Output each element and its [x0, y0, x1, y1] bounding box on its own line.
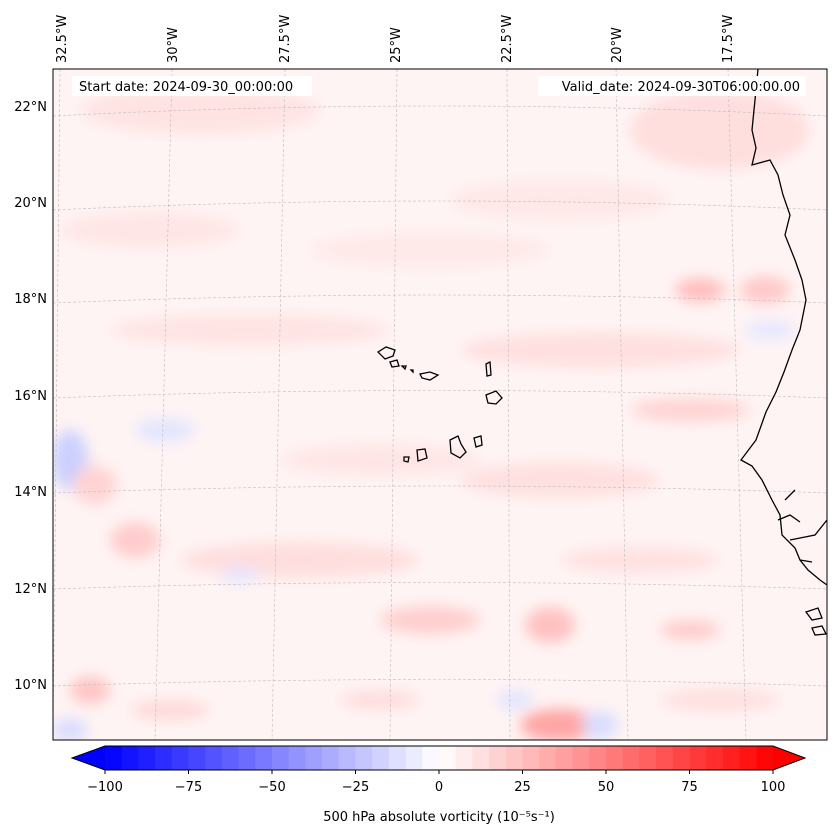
- colorbar-swatch: [405, 746, 423, 770]
- colorbar-swatch: [422, 746, 440, 770]
- colorbar-swatches: [105, 746, 774, 770]
- lat-label-10n: 10°N: [14, 678, 47, 693]
- colorbar-swatch: [221, 746, 239, 770]
- colorbar-swatch: [338, 746, 356, 770]
- colorbar-swatch: [439, 746, 457, 770]
- map-panel: Start date: 2024-09-30_00:00:00 Valid_da…: [53, 69, 827, 740]
- lon-label-22-5w: 22.5°W: [500, 15, 515, 63]
- colorbar-swatch: [706, 746, 724, 770]
- valid-date-label: Valid_date: 2024-09-30T06:00:00.00: [562, 80, 800, 95]
- colorbar-swatch: [539, 746, 557, 770]
- colorbar-swatch: [255, 746, 273, 770]
- colorbar-swatch: [555, 746, 573, 770]
- colorbar-swatch: [505, 746, 523, 770]
- graticule: [53, 69, 827, 740]
- start-date-label: Start date: 2024-09-30_00:00:00: [79, 80, 293, 95]
- valid-date-annotation: Valid_date: 2024-09-30T06:00:00.00: [538, 76, 806, 96]
- colorbar-swatch: [756, 746, 774, 770]
- colorbar-swatch: [639, 746, 657, 770]
- colorbar-swatch: [622, 746, 640, 770]
- colorbar-tick-label: −100: [87, 780, 123, 795]
- lat-label-20n: 20°N: [14, 196, 47, 211]
- colorbar-tick-label: −25: [342, 780, 369, 795]
- colorbar-swatch: [672, 746, 690, 770]
- colorbar-tick-label: 75: [681, 780, 698, 795]
- colorbar-tick-label: −50: [258, 780, 285, 795]
- colorbar-tick-label: −75: [175, 780, 202, 795]
- colorbar-swatch: [372, 746, 390, 770]
- start-date-annotation: Start date: 2024-09-30_00:00:00: [72, 76, 312, 96]
- colorbar-low-extend: [72, 746, 105, 770]
- colorbar-swatch: [606, 746, 624, 770]
- latitude-labels: 22°N 20°N 18°N 16°N 14°N 12°N 10°N: [14, 100, 47, 693]
- colorbar-swatch: [322, 746, 340, 770]
- colorbar-swatch: [355, 746, 373, 770]
- colorbar-swatch: [105, 746, 123, 770]
- lat-label-22n: 22°N: [14, 100, 47, 115]
- lon-label-27-5w: 27.5°W: [278, 15, 293, 63]
- cape-verde-islands: [376, 346, 503, 463]
- colorbar-swatch: [472, 746, 490, 770]
- vorticity-field: [53, 85, 810, 740]
- lon-label-32-5w: 32.5°W: [55, 15, 70, 63]
- colorbar-high-extend: [773, 746, 805, 770]
- colorbar-swatch: [522, 746, 540, 770]
- colorbar-swatch: [589, 746, 607, 770]
- map-frame: [52, 68, 828, 741]
- colorbar-swatch: [171, 746, 189, 770]
- colorbar-swatch: [572, 746, 590, 770]
- colorbar-tick-label: 50: [598, 780, 615, 795]
- colorbar-swatch: [205, 746, 223, 770]
- colorbar-swatch: [739, 746, 757, 770]
- colorbar-label: 500 hPa absolute vorticity (10⁻⁵s⁻¹): [323, 810, 555, 825]
- colorbar-tick-label: 25: [514, 780, 531, 795]
- lat-label-12n: 12°N: [14, 582, 47, 597]
- lon-label-20w: 20°W: [610, 27, 625, 63]
- colorbar-swatch: [489, 746, 507, 770]
- lat-label-14n: 14°N: [14, 485, 47, 500]
- lat-label-18n: 18°N: [14, 292, 47, 307]
- colorbar-swatch: [272, 746, 290, 770]
- colorbar-tick-label: 100: [761, 780, 786, 795]
- colorbar-tick-label: 0: [435, 780, 443, 795]
- colorbar-swatch: [305, 746, 323, 770]
- lon-label-25w: 25°W: [389, 27, 404, 63]
- colorbar-swatch: [656, 746, 674, 770]
- lon-label-30w: 30°W: [166, 27, 181, 63]
- colorbar-swatch: [689, 746, 707, 770]
- africa-coastline: [740, 69, 827, 586]
- colorbar-swatch: [121, 746, 139, 770]
- colorbar-swatch: [238, 746, 256, 770]
- lon-label-17-5w: 17.5°W: [721, 15, 736, 63]
- colorbar-swatch: [455, 746, 473, 770]
- colorbar-swatch: [288, 746, 306, 770]
- colorbar-swatch: [188, 746, 206, 770]
- colorbar-swatch: [722, 746, 740, 770]
- coastlines: [376, 69, 827, 636]
- colorbar-ticks: −100 −75 −50 −25 0 25 50 75 100: [87, 770, 785, 795]
- colorbar-swatch: [155, 746, 173, 770]
- longitude-labels: 32.5°W 30°W 27.5°W 25°W 22.5°W 20°W 17.5…: [55, 15, 736, 63]
- colorbar-swatch: [388, 746, 406, 770]
- colorbar: −100 −75 −50 −25 0 25 50 75 100 500 hPa absolute…: [70, 745, 807, 825]
- guinea-coast: [777, 489, 827, 636]
- colorbar-swatch: [138, 746, 156, 770]
- lat-label-16n: 16°N: [14, 389, 47, 404]
